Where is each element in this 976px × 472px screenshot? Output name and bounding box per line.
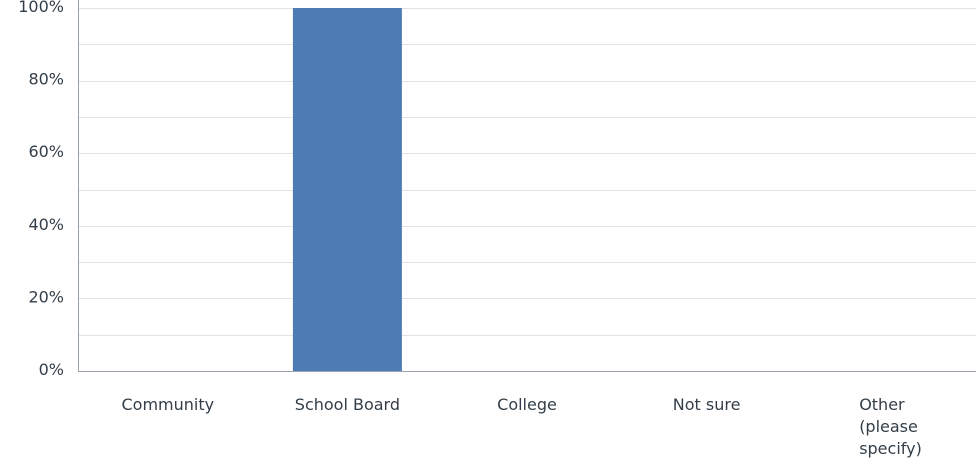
x-tick-label: Other (please specify) [859, 395, 922, 458]
x-tick-label: Not sure [673, 395, 741, 414]
y-tick-label: 80% [28, 70, 64, 89]
gridlines [78, 8, 976, 336]
bar-school-board [292, 8, 402, 371]
y-tick-label: 60% [28, 142, 64, 161]
x-tick-label: Community [121, 395, 214, 414]
x-tick-label-line: College [497, 395, 557, 414]
x-tick-label-line: Other [859, 395, 905, 414]
x-tick-label-line: Community [121, 395, 214, 414]
x-tick-label-line: School Board [295, 395, 400, 414]
x-tick-label-line: Not sure [673, 395, 741, 414]
x-tick-label-line: (please [859, 417, 918, 436]
x-tick-label-line: specify) [859, 439, 922, 458]
y-tick-labels: 0% 20% 40% 60% 80% 100% [18, 0, 64, 379]
y-tick-label: 0% [39, 360, 64, 379]
y-tick-label: 100% [18, 0, 64, 16]
axes [78, 0, 976, 372]
x-tick-label: College [497, 395, 557, 414]
x-tick-labels: Community School Board College Not sure Othe… [121, 395, 921, 458]
x-tick-label: School Board [295, 395, 400, 414]
y-tick-label: 40% [28, 215, 64, 234]
y-tick-label: 20% [28, 287, 64, 306]
bars [292, 8, 402, 371]
